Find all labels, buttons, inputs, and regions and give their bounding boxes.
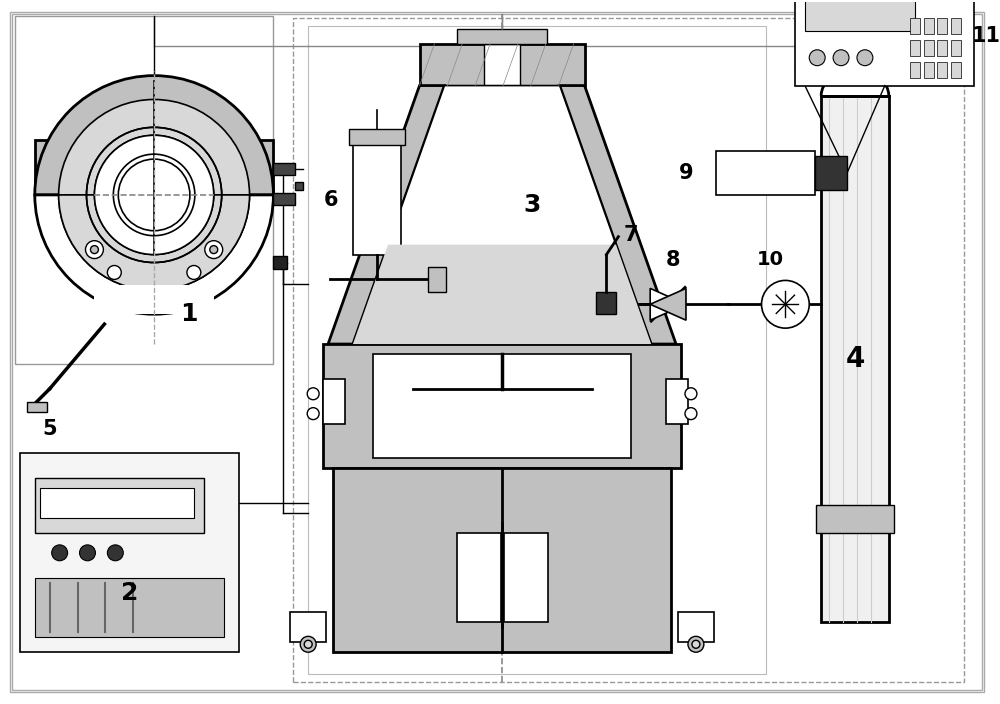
Bar [666, 379, 688, 424]
Bar [484, 44, 520, 86]
Bar [596, 292, 616, 314]
Bar [910, 18, 920, 34]
Bar [35, 140, 273, 195]
Circle shape [118, 159, 190, 231]
Bar [678, 612, 714, 642]
Bar [273, 193, 295, 205]
Text: 3: 3 [523, 193, 541, 217]
Bar [273, 163, 295, 175]
Bar [795, 0, 974, 86]
Bar [951, 40, 961, 56]
Circle shape [94, 135, 214, 255]
Circle shape [688, 636, 704, 652]
Bar [821, 96, 889, 622]
Wedge shape [59, 195, 250, 290]
Bar [457, 29, 547, 44]
Bar [951, 62, 961, 77]
Polygon shape [328, 86, 444, 344]
Wedge shape [35, 195, 273, 314]
Text: 5: 5 [42, 419, 57, 439]
Circle shape [857, 50, 873, 65]
Circle shape [307, 388, 319, 400]
Bar [504, 533, 548, 622]
Bar [20, 453, 239, 652]
Bar [333, 468, 671, 652]
Polygon shape [650, 289, 686, 320]
Bar [937, 18, 947, 34]
Circle shape [692, 641, 700, 648]
Circle shape [94, 135, 214, 255]
Bar [716, 151, 815, 195]
Bar [27, 402, 47, 412]
Bar [924, 40, 934, 56]
Bar [420, 44, 585, 86]
Wedge shape [59, 195, 250, 290]
Polygon shape [353, 86, 651, 344]
Bar [373, 354, 631, 458]
Circle shape [685, 408, 697, 420]
Bar [40, 488, 194, 518]
Circle shape [187, 265, 201, 279]
Text: 2: 2 [121, 581, 138, 605]
Circle shape [300, 636, 316, 652]
Polygon shape [650, 289, 686, 320]
Circle shape [210, 246, 218, 253]
Bar [293, 18, 964, 682]
Text: 9: 9 [679, 163, 693, 183]
Circle shape [304, 641, 312, 648]
Bar [323, 379, 345, 424]
Wedge shape [35, 75, 273, 195]
Circle shape [685, 388, 697, 400]
Bar [951, 18, 961, 34]
Bar [457, 533, 501, 622]
Wedge shape [59, 99, 250, 195]
Circle shape [52, 545, 68, 561]
Bar [924, 62, 934, 77]
Bar [349, 130, 405, 145]
Bar [428, 267, 446, 292]
Text: 4: 4 [845, 345, 865, 373]
Circle shape [205, 241, 223, 258]
Circle shape [833, 50, 849, 65]
Circle shape [307, 408, 319, 420]
Circle shape [90, 246, 98, 253]
Bar [815, 156, 847, 190]
Circle shape [80, 545, 95, 561]
Bar [816, 505, 894, 533]
Polygon shape [353, 244, 651, 344]
Bar [308, 26, 766, 674]
Bar [94, 285, 214, 314]
Bar [910, 40, 920, 56]
Circle shape [107, 265, 121, 279]
Polygon shape [560, 86, 676, 344]
Bar [35, 578, 224, 637]
Circle shape [107, 545, 123, 561]
Bar [35, 478, 204, 533]
Circle shape [809, 50, 825, 65]
Bar [323, 344, 681, 468]
Bar [937, 62, 947, 77]
Text: 6: 6 [324, 190, 338, 210]
Bar [295, 182, 303, 190]
Bar [353, 145, 401, 255]
Bar [924, 18, 934, 34]
Bar [290, 612, 326, 642]
Text: 10: 10 [757, 250, 784, 269]
Bar [805, 0, 915, 31]
Circle shape [85, 241, 103, 258]
Text: 11: 11 [972, 26, 1000, 46]
Bar [937, 40, 947, 56]
Bar [910, 62, 920, 77]
Text: 1: 1 [180, 302, 198, 326]
Bar [15, 16, 273, 364]
Bar [273, 256, 287, 270]
Text: 8: 8 [666, 249, 680, 270]
Text: 7: 7 [624, 225, 639, 245]
Circle shape [762, 280, 809, 328]
